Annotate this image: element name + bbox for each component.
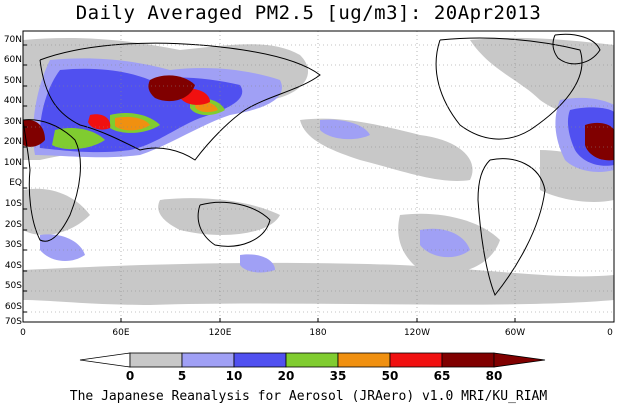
coast-australia: [197, 201, 271, 247]
lon-label-120w: 120W: [403, 328, 431, 338]
lat-label-20s: 20S: [4, 220, 22, 230]
lat-label-60n: 60N: [3, 55, 22, 65]
colorbar-swatch-5: [129, 352, 183, 368]
lat-label-30n: 30N: [3, 117, 22, 127]
contour-10-20: [40, 234, 85, 262]
lon-label-60w: 60W: [504, 328, 526, 338]
lat-label-30s: 30S: [4, 240, 22, 250]
colorbar-label-10: 10: [225, 369, 243, 383]
colorbar-swatch-35: [285, 352, 339, 368]
coast-south-america: [477, 158, 546, 296]
lon-label-0-east: 0: [607, 328, 613, 338]
contour-10-20: [320, 119, 370, 140]
contour-5-10: [470, 37, 614, 116]
contour-35-50: [52, 128, 105, 150]
lat-label-50s: 50S: [4, 281, 22, 291]
lat-label-70s: 70S: [4, 317, 22, 327]
colorbar-swatch-65: [389, 352, 443, 368]
colorbar-swatch-50: [337, 352, 391, 368]
graticule: [23, 31, 614, 322]
colorbar-swatch-10: [181, 352, 235, 368]
lat-label-60s: 60S: [4, 302, 22, 312]
lon-label-120e: 120E: [208, 328, 232, 338]
colorbar-swatch-80: [441, 352, 495, 368]
contour-80-plus: [148, 75, 195, 102]
contour-5-10: [23, 188, 90, 235]
lat-label-70n: 70N: [3, 35, 22, 45]
lat-label-20n: 20N: [3, 137, 22, 147]
contour-80-plus: [23, 119, 45, 147]
colorbar: [79, 352, 546, 368]
lat-label-40s: 40S: [4, 261, 22, 271]
lat-label-50n: 50N: [3, 76, 22, 86]
lon-label-60e: 60E: [112, 328, 130, 338]
colorbar-label-50: 50: [381, 369, 399, 383]
lat-label-10n: 10N: [3, 158, 22, 168]
coast-north-america: [435, 37, 583, 140]
colorbar-swatch-20: [233, 352, 287, 368]
contour-80-plus: [585, 122, 614, 161]
footer-credit: The Japanese Reanalysis for Aerosol (JRA…: [69, 389, 548, 404]
colorbar-high-arrow: [493, 352, 546, 368]
coast-greenland: [552, 33, 601, 65]
colorbar-label-0: 0: [125, 369, 135, 383]
colorbar-label-35: 35: [329, 369, 347, 383]
lat-label-10s: 10S: [4, 199, 22, 209]
colorbar-label-5: 5: [177, 369, 187, 383]
contour-10-20: [240, 254, 275, 273]
map-title: Daily Averaged PM2.5 [ug/m3]: 20Apr2013: [75, 2, 542, 24]
lon-label-180: 180: [309, 328, 327, 338]
colorbar-label-65: 65: [433, 369, 451, 383]
colorbar-label-20: 20: [277, 369, 295, 383]
lat-label-eq: EQ: [9, 178, 22, 188]
axis-ticks: [23, 44, 516, 322]
lat-label-40n: 40N: [3, 96, 22, 106]
coast-africa: [23, 119, 81, 242]
lon-label-0: 0: [20, 328, 26, 338]
contour-10-20: [420, 228, 470, 258]
contour-5-10: [23, 262, 614, 305]
colorbar-low-arrow: [79, 352, 131, 368]
contour-65-80: [88, 114, 111, 130]
concentration-contours: [23, 31, 614, 322]
colorbar-label-80: 80: [485, 369, 503, 383]
